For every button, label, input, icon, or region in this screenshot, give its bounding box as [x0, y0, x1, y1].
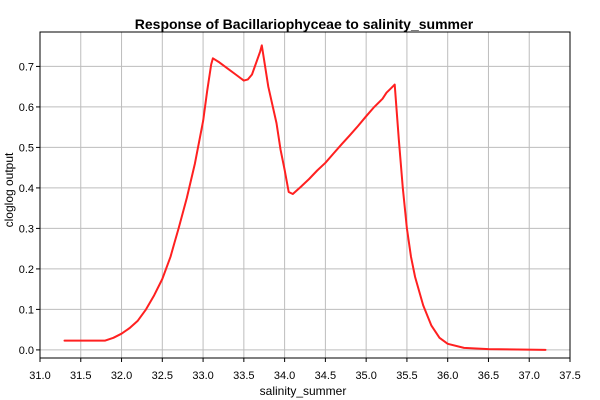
- x-tick-label: 35.0: [355, 370, 376, 382]
- y-axis: 0.0 0.1 0.2 0.3 0.4 0.5 0.6 0.7: [19, 61, 40, 357]
- x-axis-label: salinity_summer: [260, 384, 347, 398]
- x-tick-label: 37.0: [519, 370, 540, 382]
- y-tick-label: 0.5: [19, 142, 34, 154]
- x-tick-label: 31.5: [70, 370, 91, 382]
- chart-title: Response of Bacillariophyceae to salinit…: [135, 16, 474, 32]
- x-tick-label: 37.5: [559, 370, 580, 382]
- x-axis: 31.0 31.5 32.0 32.5 33.0 33.5 34.0 34.5 35.0 35.5…: [29, 358, 581, 382]
- x-tick-label: 32.0: [111, 370, 132, 382]
- x-tick-label: 34.0: [274, 370, 295, 382]
- x-tick-label: 33.5: [233, 370, 254, 382]
- x-tick-label: 34.5: [315, 370, 336, 382]
- y-tick-label: 0.0: [19, 345, 34, 357]
- y-tick-label: 0.3: [19, 223, 34, 235]
- x-tick-label: 35.5: [396, 370, 417, 382]
- gridlines: [39, 32, 571, 358]
- x-tick-label: 32.5: [152, 370, 173, 382]
- x-tick-label: 36.5: [478, 370, 499, 382]
- y-tick-label: 0.2: [19, 264, 34, 276]
- y-tick-label: 0.7: [19, 61, 34, 73]
- y-tick-label: 0.4: [19, 183, 34, 195]
- x-tick-label: 36.0: [437, 370, 458, 382]
- y-tick-label: 0.6: [19, 102, 34, 114]
- plot-frame: [39, 31, 571, 359]
- response-curve: [63, 44, 547, 351]
- y-tick-label: 0.1: [19, 304, 34, 316]
- x-tick-label: 31.0: [29, 370, 50, 382]
- y-axis-label: cloglog output: [2, 152, 16, 227]
- x-tick-label: 33.0: [192, 370, 213, 382]
